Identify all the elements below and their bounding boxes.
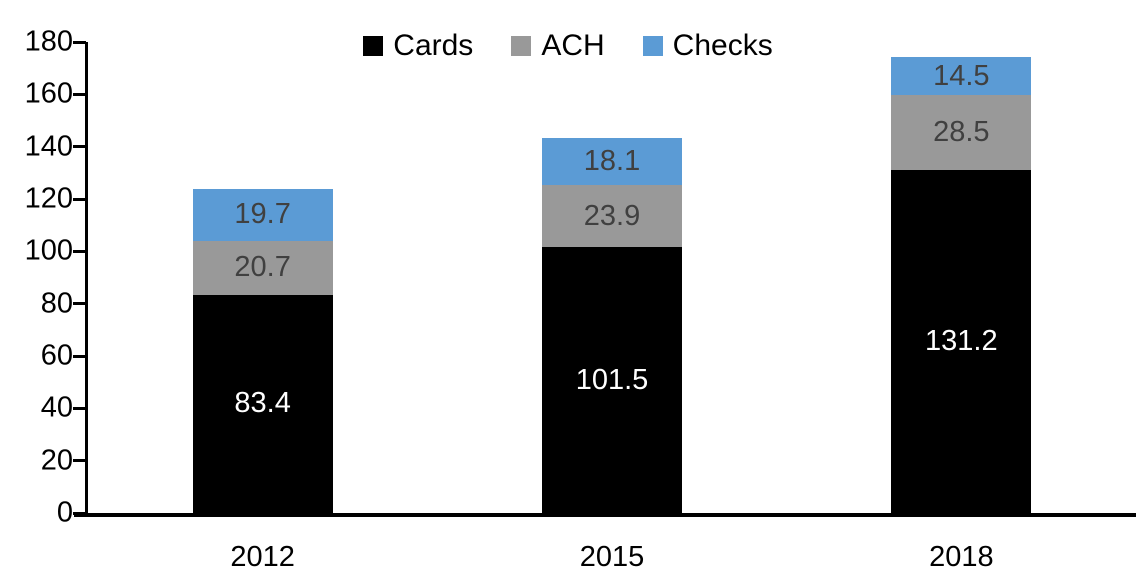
y-axis-tick xyxy=(73,249,86,253)
bar-segment-label: 20.7 xyxy=(234,251,291,284)
bar-segment-label: 101.5 xyxy=(575,363,649,396)
legend-label: ACH xyxy=(541,29,605,62)
bar-segment-checks-2015: 18.1 xyxy=(542,137,682,185)
bar-segment-checks-2012: 19.7 xyxy=(192,189,333,241)
legend-swatch-icon xyxy=(363,36,384,56)
x-axis-line xyxy=(74,513,1136,517)
legend-swatch-icon xyxy=(511,36,532,56)
y-axis-tick-label: 20 xyxy=(40,444,73,477)
bar-segment-cards-2015: 101.5 xyxy=(542,247,682,513)
y-axis-tick-label: 80 xyxy=(40,287,73,320)
x-axis-tick-label: 2018 xyxy=(929,541,994,573)
y-axis-tick-label: 60 xyxy=(40,339,73,372)
y-axis-tick-label: 160 xyxy=(24,77,73,110)
y-axis-tick-label: 40 xyxy=(40,391,73,424)
bar-segment-ach-2012: 20.7 xyxy=(192,240,333,295)
y-axis-tick-label: 180 xyxy=(24,25,73,58)
y-axis-line xyxy=(85,42,88,517)
y-axis-tick xyxy=(73,354,86,358)
bar-segment-label: 83.4 xyxy=(234,387,291,420)
legend-item-checks: Checks xyxy=(642,29,773,62)
bar-segment-ach-2015: 23.9 xyxy=(542,184,682,248)
y-axis-tick xyxy=(73,511,86,515)
y-axis-tick xyxy=(73,302,86,306)
x-axis-tick-label: 2012 xyxy=(230,541,295,573)
y-axis-tick xyxy=(73,459,86,463)
bar-segment-label: 14.5 xyxy=(933,59,990,92)
y-axis-tick-label: 100 xyxy=(24,234,73,267)
legend-item-cards: Cards xyxy=(363,31,473,61)
bar-segment-label: 23.9 xyxy=(583,199,641,232)
legend: Cards ACH Checks xyxy=(0,31,1136,61)
y-axis-tick xyxy=(73,145,86,149)
y-axis-tick-label: 140 xyxy=(24,130,73,163)
y-axis-tick xyxy=(73,92,86,96)
y-axis-tick xyxy=(73,406,86,410)
bar-segment-cards-2012: 83.4 xyxy=(192,294,333,513)
legend-label: Checks xyxy=(672,29,773,62)
bar-segment-label: 19.7 xyxy=(234,198,291,231)
y-axis-tick-label: 0 xyxy=(56,496,73,529)
bar-segment-label: 131.2 xyxy=(925,324,998,357)
y-axis-tick-label: 120 xyxy=(24,182,73,215)
bar-segment-label: 18.1 xyxy=(583,144,641,177)
legend-label: Cards xyxy=(393,29,474,62)
y-axis-tick xyxy=(73,40,86,44)
legend-swatch-icon xyxy=(642,36,663,56)
bar-segment-ach-2018: 28.5 xyxy=(891,95,1032,170)
legend-item-ach: ACH xyxy=(511,29,605,62)
bar-segment-cards-2018: 131.2 xyxy=(891,169,1032,513)
x-axis-tick-label: 2015 xyxy=(579,541,645,573)
bar-segment-label: 28.5 xyxy=(933,115,990,148)
bar-segment-checks-2018: 14.5 xyxy=(891,57,1032,96)
y-axis-tick xyxy=(73,197,86,201)
